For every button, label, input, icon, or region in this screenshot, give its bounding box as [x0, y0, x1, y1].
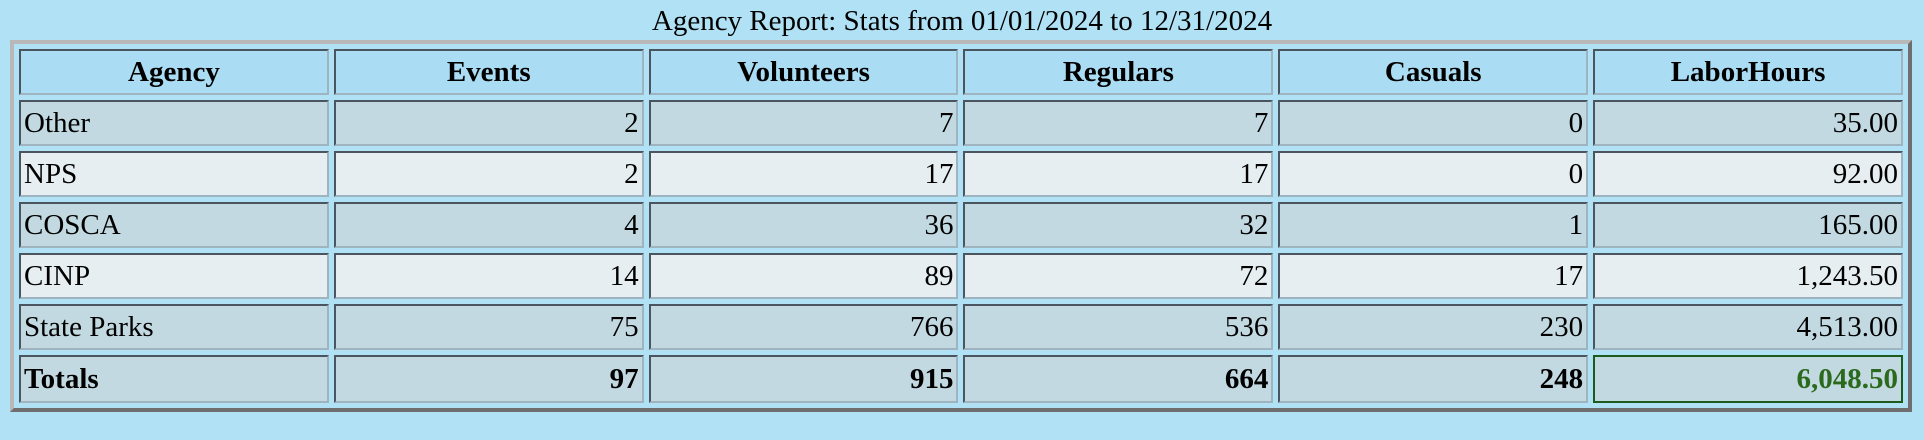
total-cell: 915	[648, 355, 959, 403]
data-row: COSCA 4 36 32 1 165.00	[19, 202, 1903, 248]
cell: 35.00	[1593, 100, 1903, 146]
cell: 766	[648, 304, 959, 350]
cell: COSCA	[19, 202, 329, 248]
cell: 32	[963, 202, 1274, 248]
cell: 17	[1278, 253, 1589, 299]
cell: 89	[648, 253, 959, 299]
cell: 230	[1278, 304, 1589, 350]
cell: 17	[963, 151, 1274, 197]
cell: 17	[648, 151, 959, 197]
total-cell: 6,048.50	[1593, 355, 1903, 403]
cell: 536	[963, 304, 1274, 350]
cell: NPS	[19, 151, 329, 197]
cell: 92.00	[1593, 151, 1903, 197]
cell: 165.00	[1593, 202, 1903, 248]
cell: 2	[333, 151, 644, 197]
cell: 1	[1278, 202, 1589, 248]
cell: 2	[333, 100, 644, 146]
cell: 7	[648, 100, 959, 146]
cell: 1,243.50	[1593, 253, 1903, 299]
cell: 0	[1278, 100, 1589, 146]
cell: CINP	[19, 253, 329, 299]
cell: Other	[19, 100, 329, 146]
data-row: State Parks 75 766 536 230 4,513.00	[19, 304, 1903, 350]
cell: 14	[333, 253, 644, 299]
total-cell: 248	[1278, 355, 1589, 403]
column-header: Events	[333, 49, 644, 95]
report-table: Agency Events Volunteers Regulars Casuals Lab…	[10, 40, 1912, 412]
totals-row: Totals 97 915 664 248 6,048.50	[19, 355, 1903, 403]
cell: State Parks	[19, 304, 329, 350]
header-row: Agency Events Volunteers Regulars Casuals Lab…	[19, 49, 1903, 95]
column-header: Casuals	[1278, 49, 1589, 95]
total-cell: 664	[963, 355, 1274, 403]
column-header: LaborHours	[1593, 49, 1903, 95]
table-header: Agency Events Volunteers Regulars Casuals Lab…	[19, 49, 1903, 95]
column-header: Agency	[19, 49, 329, 95]
cell: 7	[963, 100, 1274, 146]
data-row: NPS 2 17 17 0 92.00	[19, 151, 1903, 197]
column-header: Regulars	[963, 49, 1274, 95]
column-header: Volunteers	[648, 49, 959, 95]
cell: 4	[333, 202, 644, 248]
total-cell: Totals	[19, 355, 329, 403]
cell: 0	[1278, 151, 1589, 197]
cell: 36	[648, 202, 959, 248]
report-title: Agency Report: Stats from 01/01/2024 to …	[651, 5, 1273, 37]
data-row: Other 2 7 7 0 35.00	[19, 100, 1903, 146]
cell: 75	[333, 304, 644, 350]
data-row: CINP 14 89 72 17 1,243.50	[19, 253, 1903, 299]
cell: 72	[963, 253, 1274, 299]
total-cell: 97	[333, 355, 644, 403]
cell: 4,513.00	[1593, 304, 1903, 350]
table-body: Other 2 7 7 0 35.00 NPS 2 17 17 0 92.00 COSCA 4 36 32 1 1…	[19, 100, 1903, 403]
